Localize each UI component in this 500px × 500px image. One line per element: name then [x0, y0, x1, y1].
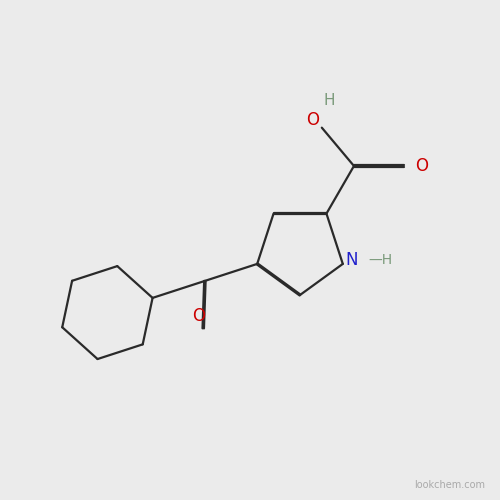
Text: O: O [306, 111, 320, 129]
Text: H: H [324, 92, 335, 108]
Text: lookchem.com: lookchem.com [414, 480, 486, 490]
Text: O: O [192, 307, 204, 325]
Text: O: O [415, 157, 428, 175]
Text: N: N [346, 251, 358, 269]
Text: —H: —H [369, 253, 393, 267]
